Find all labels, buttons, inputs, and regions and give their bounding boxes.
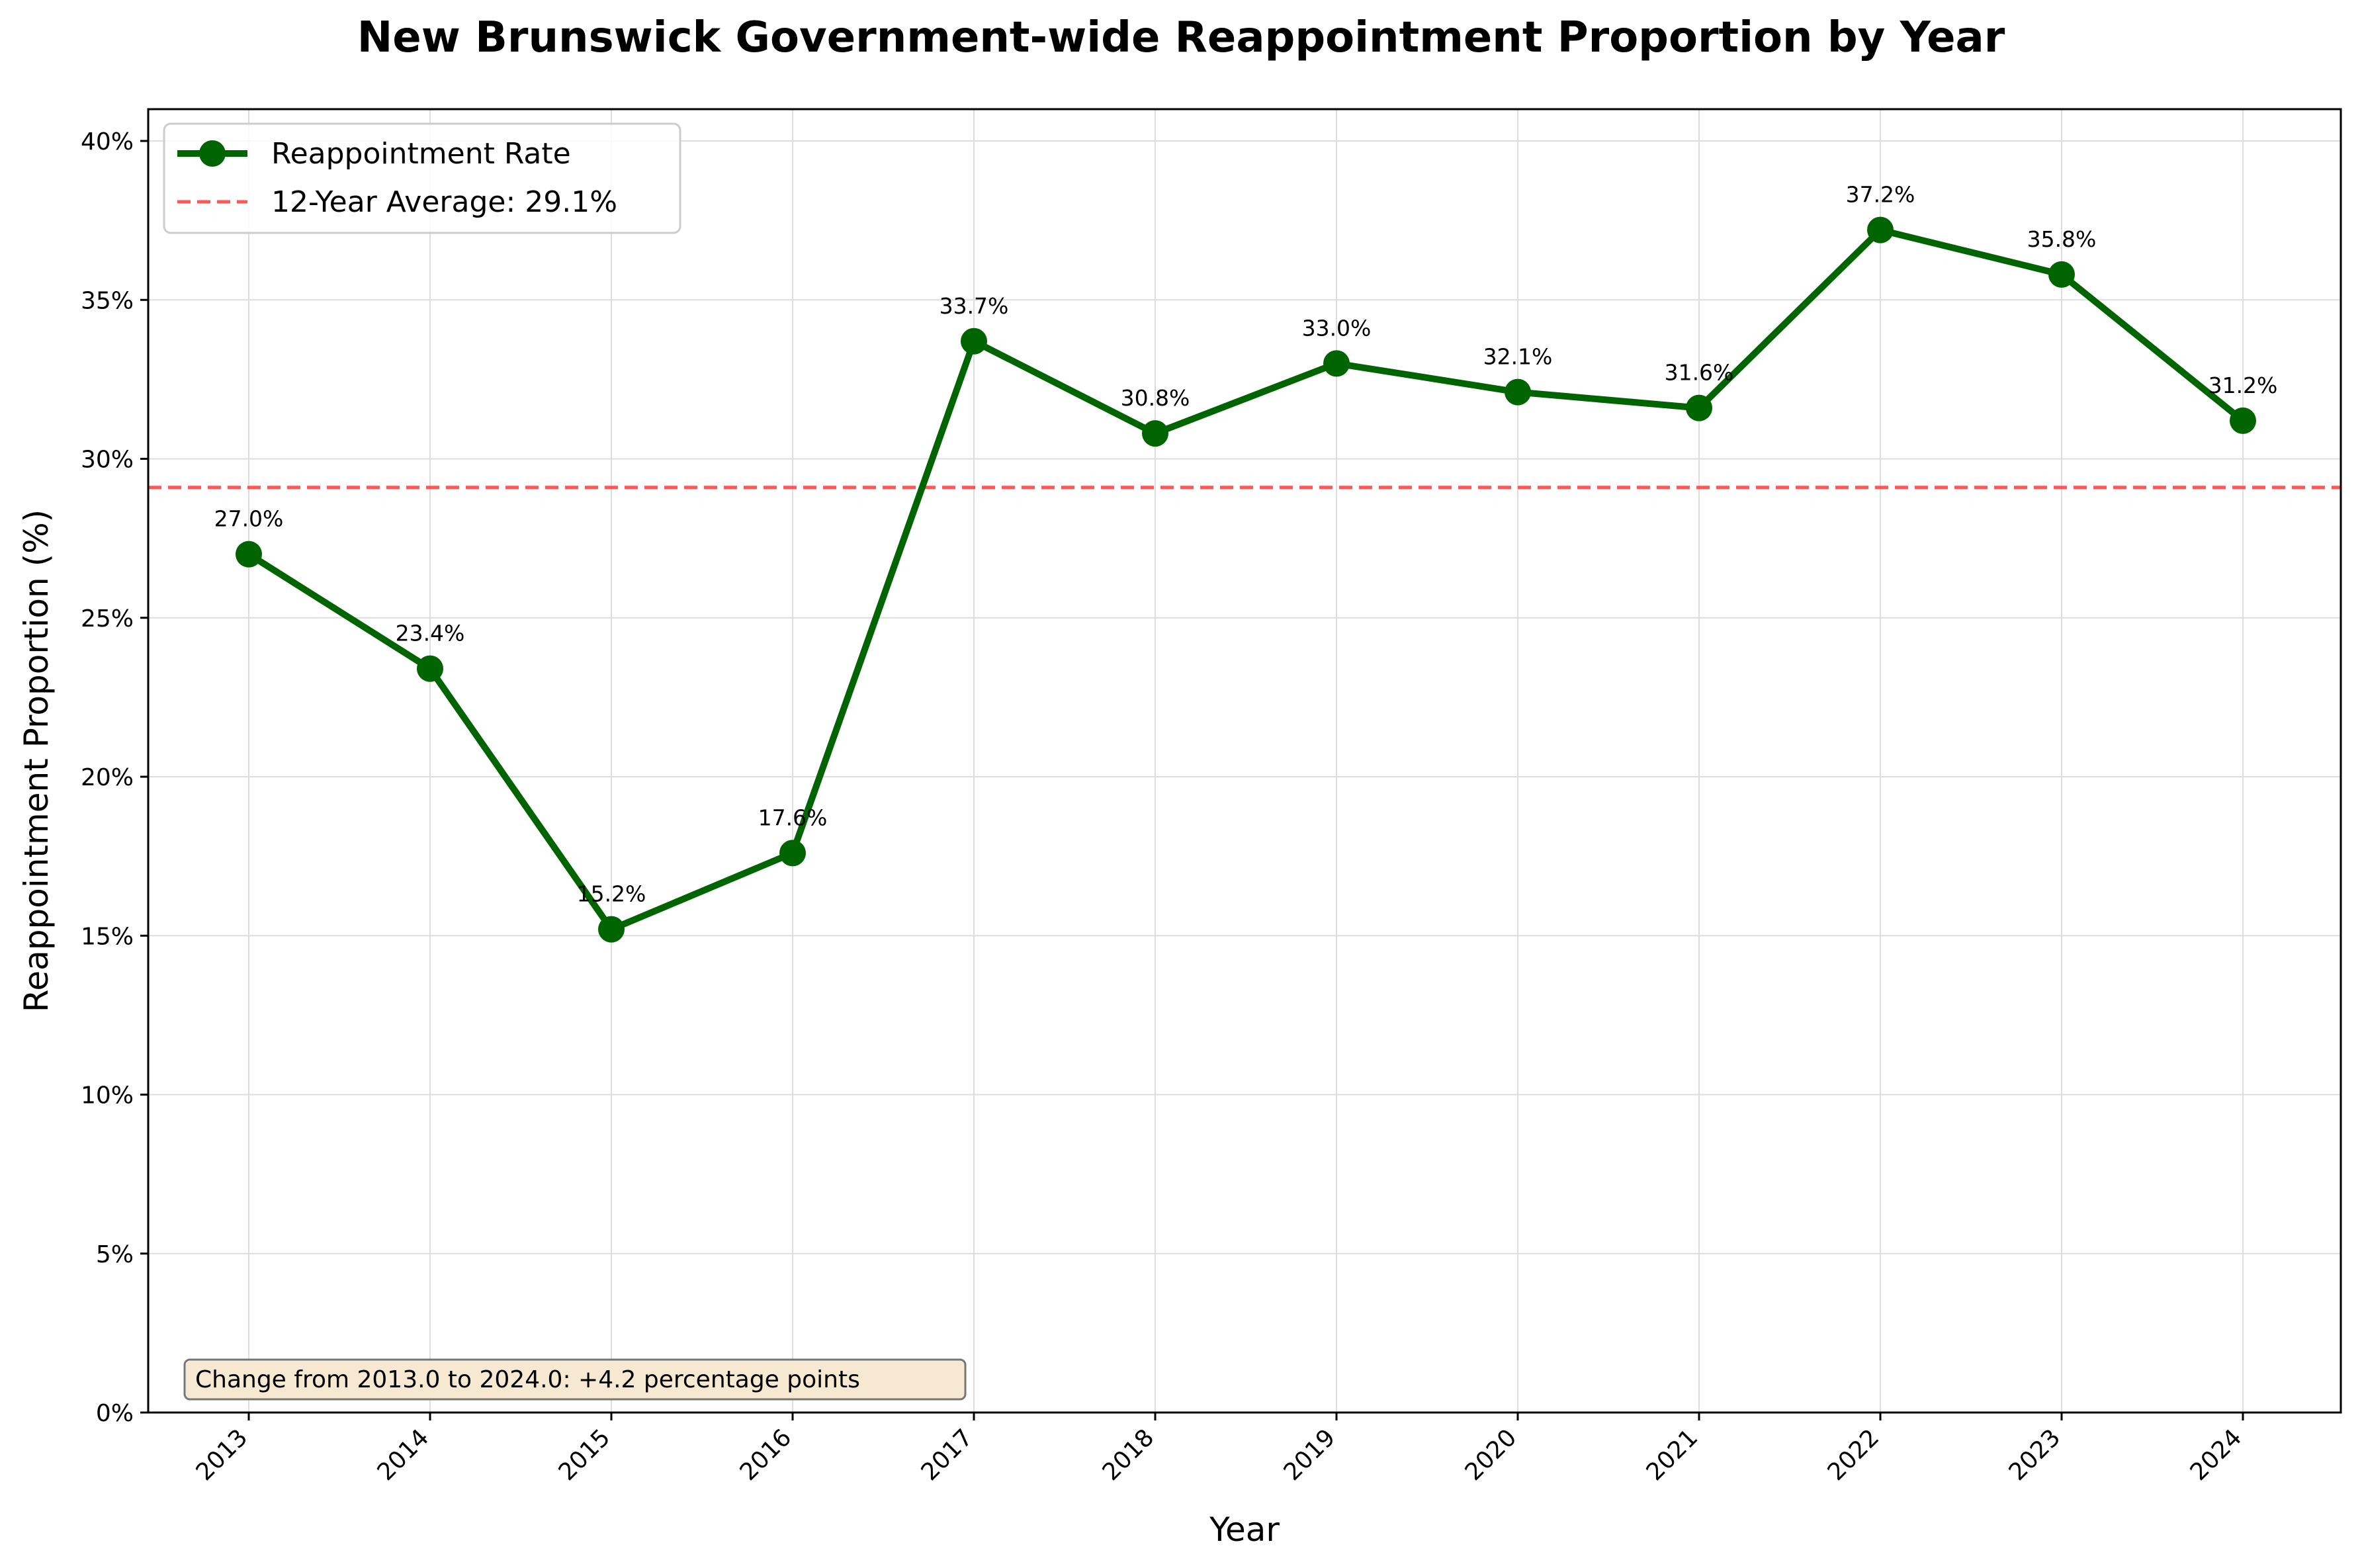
- data-point: [779, 840, 806, 867]
- y-axis-label: Reappointment Proportion (%): [17, 509, 56, 1012]
- x-tick-label: 2013: [191, 1424, 253, 1486]
- change-annotation: Change from 2013.0 to 2024.0: +4.2 perce…: [183, 1358, 967, 1401]
- legend-series-marker: [199, 140, 226, 167]
- grid: [148, 109, 2341, 1413]
- data-label: 23.4%: [396, 621, 465, 646]
- x-tick-label: 2023: [2004, 1424, 2066, 1486]
- y-tick-label: 25%: [81, 605, 134, 632]
- data-label: 17.6%: [758, 805, 828, 830]
- series-layer: [236, 216, 2256, 943]
- legend-series-label: Reappointment Rate: [271, 137, 571, 171]
- x-tick-label: 2024: [2185, 1424, 2248, 1486]
- y-axis-ticks: 0% 5% 10% 15% 20% 25% 30% 35% 40%: [81, 128, 148, 1427]
- plot-frame: [147, 108, 2342, 1414]
- data-point: [1867, 216, 1894, 243]
- data-label: 37.2%: [1846, 182, 1915, 208]
- series-line: [245, 226, 2246, 933]
- x-tick-label: 2021: [1641, 1424, 1704, 1486]
- data-label: 33.7%: [940, 293, 1009, 319]
- y-tick-label: 5%: [96, 1241, 134, 1268]
- data-point: [598, 916, 625, 943]
- annotation-box: [183, 1358, 967, 1401]
- y-tick-label: 40%: [81, 128, 134, 155]
- y-tick-label: 15%: [81, 923, 134, 950]
- x-tick-label: 2022: [1823, 1424, 1885, 1486]
- data-label: 15.2%: [577, 881, 646, 907]
- legend-box: [163, 122, 681, 234]
- data-point: [2230, 407, 2256, 434]
- data-label: 31.6%: [1665, 360, 1734, 386]
- y-tick-label: 10%: [81, 1082, 134, 1110]
- x-tick-label: 2018: [1098, 1424, 1160, 1486]
- legend-average-label: 12-Year Average: 29.1%: [271, 185, 617, 219]
- x-tick-label: 2014: [372, 1424, 435, 1486]
- data-point: [2048, 261, 2075, 288]
- data-point: [417, 655, 443, 682]
- x-tick-label: 2020: [1460, 1424, 1522, 1486]
- y-tick-label: 35%: [81, 287, 134, 314]
- x-tick-label: 2015: [554, 1424, 616, 1486]
- x-axis-ticks: 2013 2014 2015 2016 2017 2018 2019 2020 2021 2022…: [191, 1413, 2248, 1486]
- data-point: [1686, 394, 1712, 421]
- y-tick-label: 0%: [96, 1400, 134, 1427]
- data-labels: 27.0% 23.4% 15.2% 17.6% 33.7% 30.8% 33.0% 32.1%…: [214, 182, 2278, 907]
- data-label: 30.8%: [1121, 385, 1190, 411]
- data-point: [1323, 350, 1350, 377]
- x-tick-label: 2016: [735, 1424, 797, 1486]
- data-point: [236, 541, 262, 568]
- data-label: 33.0%: [1302, 315, 1372, 341]
- data-label: 27.0%: [214, 506, 284, 532]
- y-tick-label: 30%: [81, 447, 134, 474]
- data-point: [1505, 378, 1531, 406]
- data-point: [1142, 420, 1168, 447]
- data-label: 32.1%: [1483, 344, 1553, 370]
- x-axis-label: Year: [1209, 1510, 1280, 1549]
- data-point: [961, 327, 987, 355]
- chart-title: New Brunswick Government-wide Reappointm…: [357, 13, 2005, 62]
- y-tick-label: 20%: [81, 764, 134, 791]
- annotation-text: Change from 2013.0 to 2024.0: +4.2 perce…: [195, 1366, 860, 1393]
- x-tick-label: 2017: [916, 1424, 979, 1486]
- x-tick-label: 2019: [1279, 1424, 1341, 1486]
- legend: Reappointment Rate 12-Year Average: 29.1…: [163, 122, 681, 234]
- data-label: 31.2%: [2209, 372, 2278, 398]
- data-label: 35.8%: [2027, 226, 2097, 252]
